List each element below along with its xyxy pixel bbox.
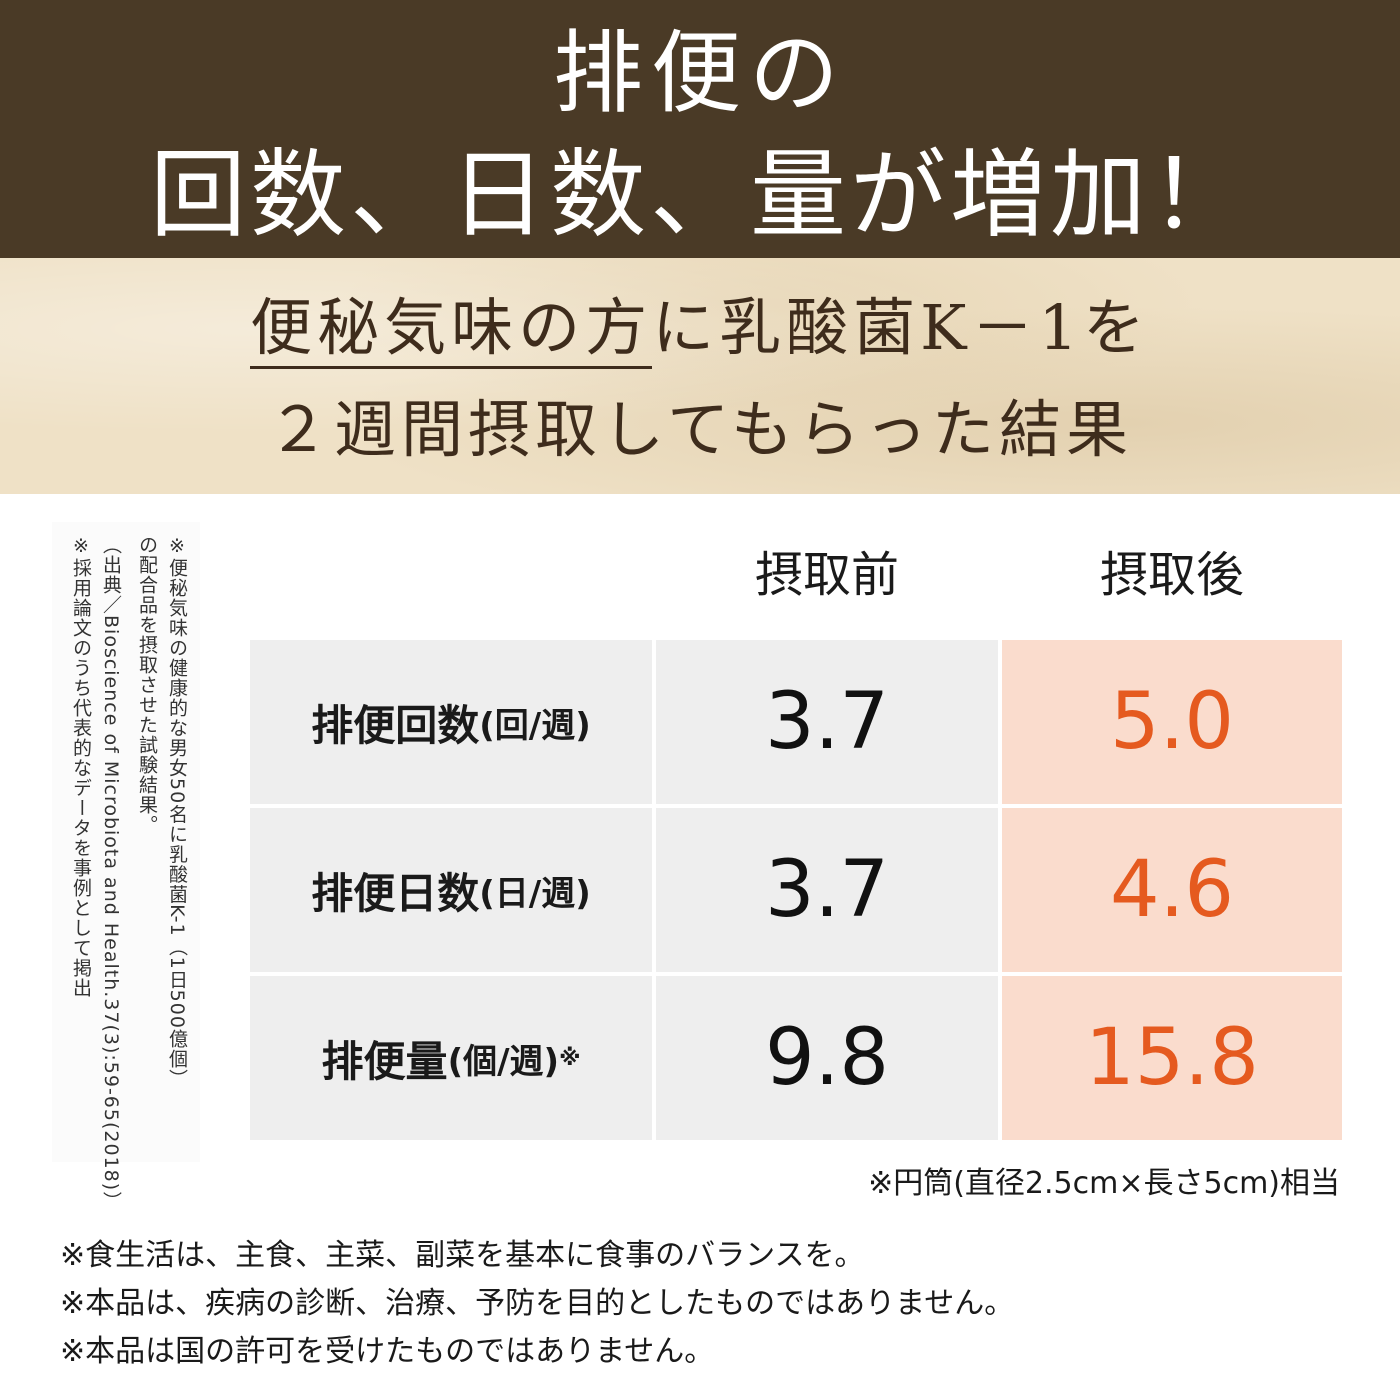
side-note-source: （出典／Bioscience of Microbiota and Health.… xyxy=(70,535,122,1212)
row-label-text: 排便日数 xyxy=(311,868,480,918)
title-line-1: 排便の xyxy=(553,21,847,126)
subtitle-line-2: ２週間摂取してもらった結果 xyxy=(266,393,1134,466)
value-after-amount: 15.8 xyxy=(1002,976,1342,1140)
table-footnote: ※円筒(直径2.5cm×長さ5cm)相当 xyxy=(868,1166,1340,1201)
subtitle-band xyxy=(0,258,1400,494)
disclaimer-item: ※食生活は、主食、主菜、副菜を基本に食事のバランスを。 xyxy=(60,1238,865,1273)
side-note-study: ※便秘気味の健康的な男女50名に乳酸菌K-1（1日500億個） の配合品を摂取さ… xyxy=(136,535,188,1089)
row-unit: (日/週) xyxy=(479,873,591,914)
row-note-mark: ※ xyxy=(559,1045,581,1071)
subtitle-line-1: 便秘気味の方に乳酸菌K－1を xyxy=(0,290,1400,369)
value-before-amount: 9.8 xyxy=(656,976,998,1140)
side-note-panel xyxy=(52,522,200,1162)
value-after-days: 4.6 xyxy=(1002,808,1342,972)
row-label-amount: 排便量 (個/週) ※ xyxy=(250,976,652,1140)
subtitle-underlined: 便秘気味の方 xyxy=(250,291,653,369)
value-after-frequency: 5.0 xyxy=(1002,640,1342,804)
row-label-frequency: 排便回数 (回/週) xyxy=(250,640,652,804)
disclaimer-item: ※本品は国の許可を受けたものではありません。 xyxy=(60,1334,715,1369)
row-label-days: 排便日数 (日/週) xyxy=(250,808,652,972)
disclaimer-item: ※本品は、疾病の診断、治療、予防を目的としたものではありません。 xyxy=(60,1286,1015,1321)
row-unit: (回/週) xyxy=(479,705,591,746)
value-before-days: 3.7 xyxy=(656,808,998,972)
value-before-frequency: 3.7 xyxy=(656,640,998,804)
title-line-2: 回数、日数、量が増加！ xyxy=(150,139,1250,251)
row-unit: (個/週) xyxy=(447,1041,560,1082)
header-banner xyxy=(0,0,1400,258)
column-header-before: 摂取前 xyxy=(754,547,899,603)
column-header-after: 摂取後 xyxy=(1099,547,1244,603)
row-label-text: 排便量 xyxy=(321,1036,448,1086)
subtitle-rest: に乳酸菌K－1を xyxy=(652,291,1150,364)
disclaimer-list: ※食生活は、主食、主菜、副菜を基本に食事のバランスを。 ※本品は、疾病の診断、治… xyxy=(60,1232,1360,1376)
row-label-text: 排便回数 xyxy=(311,700,480,750)
